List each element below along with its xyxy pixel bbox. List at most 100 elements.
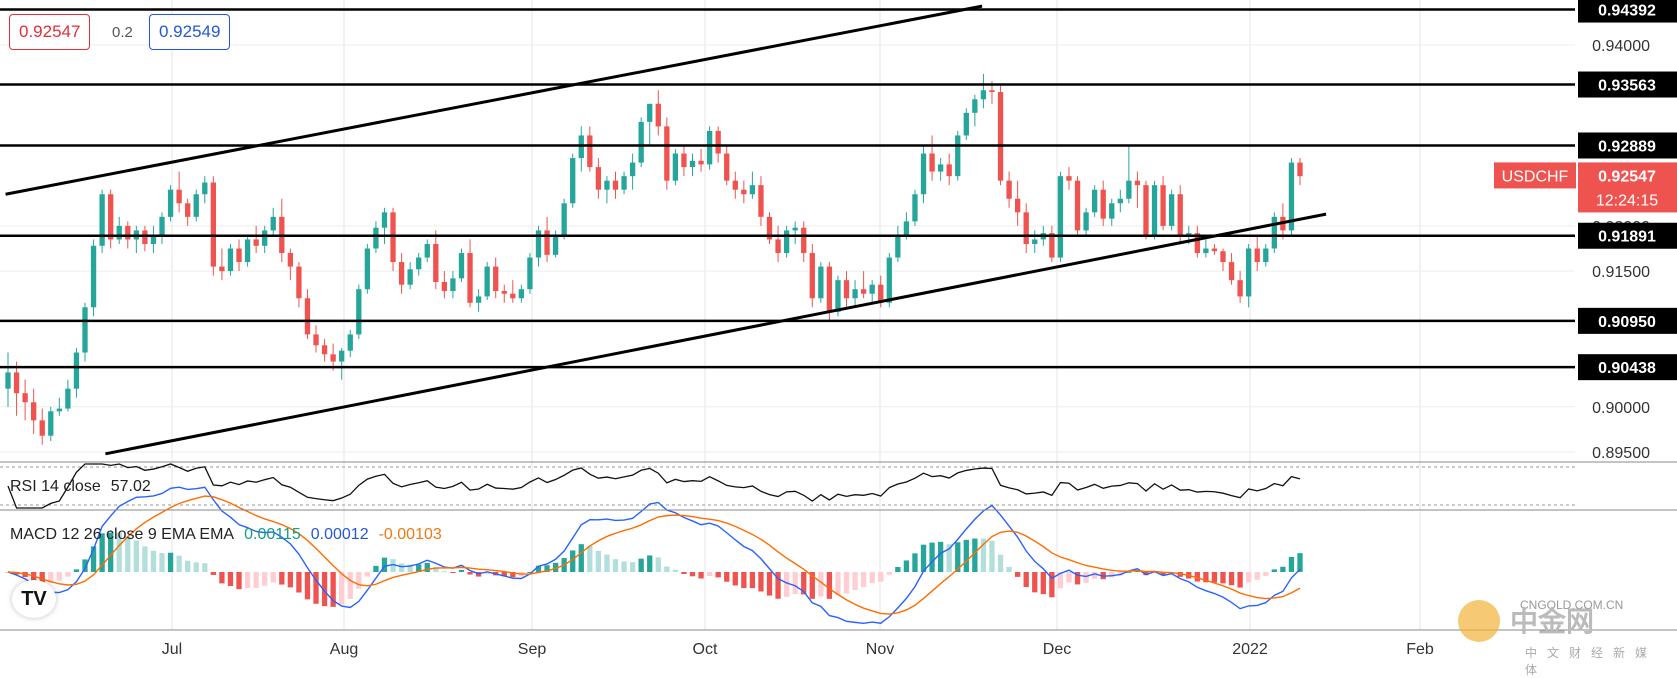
candle-body: [65, 388, 71, 409]
candle-body: [330, 354, 336, 362]
candles: [5, 73, 1303, 445]
macd-hist-bar: [279, 572, 285, 585]
macd-hist-bar: [937, 541, 944, 572]
macd-hist-bar: [792, 572, 798, 595]
candle-body: [108, 194, 114, 240]
macd-hist-bar: [869, 572, 875, 584]
macd-hist-bar: [65, 572, 71, 577]
y-tick-label: 0.91500: [1592, 264, 1650, 281]
macd-hist-bar: [56, 572, 62, 581]
tradingview-logo-icon[interactable]: TV: [12, 580, 56, 618]
macd-hist-bar: [236, 572, 242, 590]
macd-hist-bar: [1160, 572, 1166, 576]
macd-hist-bar: [510, 572, 516, 578]
cngold-logo-icon: [1458, 600, 1500, 642]
x-tick-label: Aug: [330, 641, 358, 658]
macd-hist-bar: [647, 555, 653, 572]
macd-hist-bar: [1049, 572, 1055, 598]
macd-hist-bar: [330, 572, 336, 607]
macd-hist-bar: [766, 572, 773, 596]
macd-hist-bar: [390, 559, 396, 572]
candle-body: [176, 189, 182, 204]
rsi-legend: RSI 14 close 57.02: [10, 478, 151, 496]
candle-body: [347, 334, 353, 351]
macd-hist-bar: [39, 572, 45, 585]
candle-body: [570, 158, 576, 204]
macd-hist-bar: [860, 572, 867, 588]
candle-body: [826, 266, 833, 312]
macd-hist-bar: [1032, 572, 1038, 593]
macd-hist-bar: [364, 572, 371, 577]
macd-hist-bar: [655, 557, 661, 572]
macd-hist-bar: [681, 572, 687, 574]
candle-body: [142, 230, 148, 244]
rsi-label: RSI 14 close: [10, 478, 101, 495]
macd-value: 0.00115: [244, 526, 301, 543]
macd-label: MACD 12 26 close 9 EMA EMA: [10, 526, 235, 543]
buy-price-box[interactable]: 0.92549: [149, 14, 231, 50]
level-axis-label: 0.93563: [1598, 78, 1656, 95]
candle-body: [202, 182, 208, 195]
macd-hist-bar: [920, 544, 927, 572]
candle-body: [903, 221, 910, 235]
macd-hist-bar: [1066, 572, 1072, 583]
macd-hist-bar: [775, 572, 781, 599]
candle-body: [313, 334, 319, 346]
candle-body: [398, 262, 405, 285]
candle-body: [1237, 280, 1243, 297]
macd-hist-bar: [193, 562, 199, 572]
macd-hist-value: -0.00103: [378, 526, 442, 543]
macd-hist-bar: [852, 572, 858, 590]
macd-hist-bar: [544, 565, 550, 572]
candle-body: [185, 203, 191, 217]
level-axis-label: 0.92889: [1598, 138, 1656, 155]
candle-body: [373, 227, 379, 249]
macd-hist-bar: [715, 572, 721, 578]
candle-body: [73, 352, 80, 389]
macd-hist-bar: [706, 572, 713, 576]
candle-body: [210, 182, 217, 267]
candle-body: [458, 253, 465, 279]
macd-hist-bar: [73, 569, 80, 572]
candle-body: [852, 289, 858, 299]
macd-signal-value: 0.00012: [310, 526, 369, 543]
last-price-bg: [1578, 162, 1677, 213]
candle-body: [125, 225, 131, 240]
axis-bg: [1575, 0, 1677, 670]
candle-body: [681, 153, 687, 168]
candle-body: [381, 212, 388, 228]
candle-body: [843, 280, 850, 299]
macd-hist-bar: [339, 572, 345, 605]
candle-body: [766, 216, 773, 240]
candle-body: [1271, 216, 1277, 249]
candle-body: [82, 307, 88, 353]
macd-hist-bar: [484, 572, 490, 575]
candle-body: [980, 90, 987, 100]
macd-hist-bar: [202, 563, 208, 572]
candle-body: [1117, 198, 1123, 204]
macd-hist-bar: [629, 562, 636, 572]
candle-body: [1126, 180, 1132, 199]
macd-hist-bar: [210, 572, 217, 575]
macd-hist-bar: [458, 569, 465, 572]
candle-body: [698, 160, 704, 165]
candle-body: [527, 257, 533, 290]
macd-hist-bar: [997, 554, 1004, 572]
macd-hist-bar: [989, 540, 995, 572]
macd-hist-bar: [1023, 572, 1029, 588]
candle-body: [878, 284, 884, 303]
candle-body: [835, 280, 841, 312]
candle-body: [467, 253, 473, 303]
y-tick-label: 0.94000: [1592, 38, 1650, 55]
macd-hist-bar: [612, 559, 619, 572]
sell-price-box[interactable]: 0.92547: [9, 14, 91, 50]
candle-body: [963, 112, 969, 136]
macd-hist-bar: [167, 552, 174, 572]
macd-hist-bar: [595, 550, 602, 572]
candle-body: [1074, 180, 1081, 231]
candle-body: [672, 153, 679, 181]
macd-hist-bar: [82, 559, 88, 572]
watermark-site: CNGOLD.COM.CN: [1520, 598, 1624, 612]
candle-body: [1057, 176, 1064, 258]
